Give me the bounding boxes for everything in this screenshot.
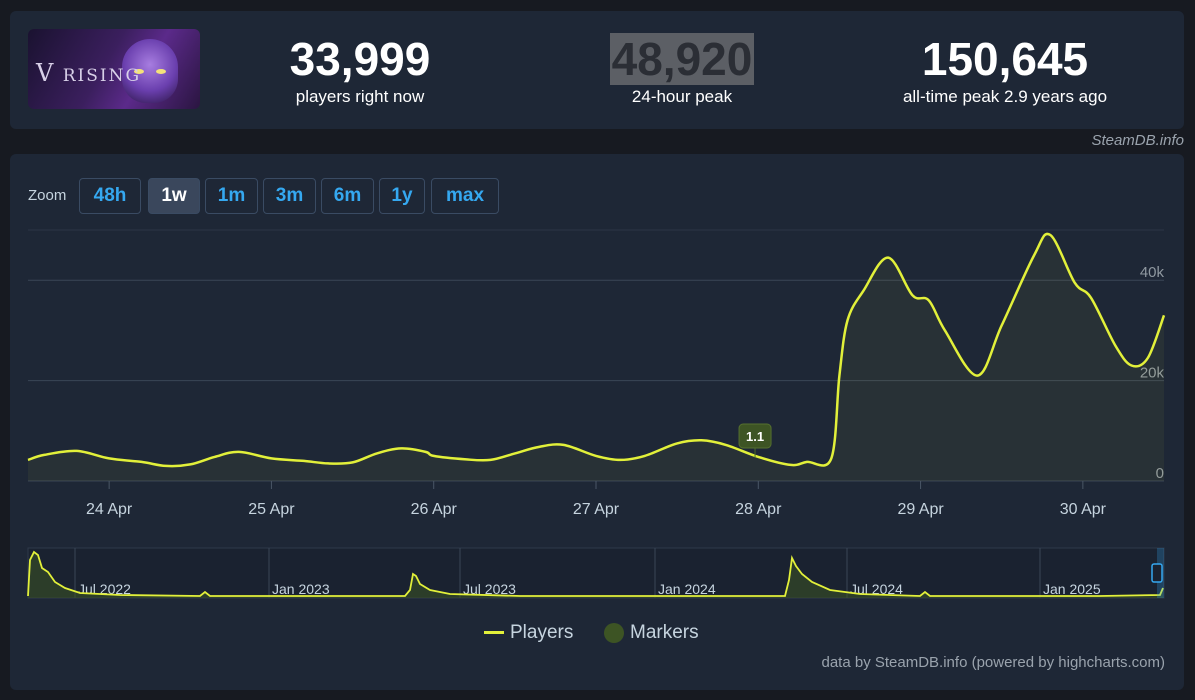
stat-24h-peak: 48,920 24-hour peak	[582, 33, 782, 109]
legend-markers-label: Markers	[630, 622, 699, 643]
navigator-tick-label: Jan 2025	[1043, 581, 1101, 597]
navigator-handle[interactable]	[1151, 563, 1163, 583]
legend-item-markers[interactable]: Markers	[604, 622, 699, 644]
current-players-value: 33,999	[289, 33, 431, 85]
game-logo[interactable]: V RISING	[28, 29, 200, 109]
players-area	[28, 233, 1164, 481]
legend-dot-swatch	[604, 622, 624, 643]
x-tick-label: 24 Apr	[86, 501, 133, 518]
zoom-3m-button[interactable]: 3m	[263, 178, 316, 214]
y-tick-label: 40k	[1140, 264, 1165, 281]
x-tick-label: 27 Apr	[573, 501, 620, 518]
players-line	[27, 232, 1166, 468]
logo-eye-right	[156, 69, 166, 74]
legend-players-label: Players	[510, 622, 574, 643]
alltime-peak-label: all-time peak 2.9 years ago	[902, 87, 1108, 106]
chart-credits[interactable]: data by SteamDB.info (powered by highcha…	[821, 654, 1166, 671]
legend-item-players[interactable]: Players	[484, 622, 573, 644]
marker-label: 1.1	[746, 429, 764, 444]
navigator-tick-label: Jul 2024	[850, 581, 903, 597]
x-tick-label: 28 Apr	[735, 501, 782, 518]
navigator-background	[27, 547, 1165, 599]
peak24-label: 24-hour peak	[631, 87, 733, 106]
zoom-1w-button[interactable]: 1w	[148, 178, 200, 214]
x-tick-label: 26 Apr	[411, 501, 458, 518]
navigator-line	[27, 550, 1164, 597]
zoom-max-button[interactable]: max	[431, 178, 499, 214]
x-tick-label: 30 Apr	[1060, 501, 1107, 518]
zoom-label: Zoom	[28, 187, 67, 204]
navigator-tick-label: Jul 2023	[463, 581, 516, 597]
alltime-peak-value: 150,645	[921, 33, 1089, 85]
zoom-48h-button[interactable]: 48h	[79, 178, 141, 214]
current-players-label: players right now	[295, 87, 425, 106]
stat-current-players: 33,999 players right now	[260, 33, 460, 109]
legend-line-swatch	[484, 631, 504, 635]
y-tick-label: 20k	[1140, 365, 1165, 382]
logo-letter: V	[36, 59, 56, 87]
peak24-value: 48,920	[609, 33, 755, 85]
logo-eye-left	[134, 69, 144, 74]
stat-alltime-peak: 150,645 all-time peak 2.9 years ago	[870, 33, 1140, 109]
chart-panel	[10, 154, 1184, 690]
y-tick-label: 0	[1156, 465, 1164, 482]
logo-text: V RISING	[36, 59, 141, 87]
zoom-6m-button[interactable]: 6m	[321, 178, 374, 214]
logo-word: RISING	[62, 66, 142, 86]
zoom-1m-button[interactable]: 1m	[205, 178, 258, 214]
logo-character-art	[122, 39, 178, 103]
marker-box	[738, 423, 772, 449]
stats-panel: V RISING 33,999 players right now 48,920…	[10, 11, 1184, 129]
x-tick-label: 29 Apr	[897, 501, 944, 518]
zoom-1y-button[interactable]: 1y	[379, 178, 425, 214]
x-tick-label: 25 Apr	[248, 501, 295, 518]
steamdb-watermark[interactable]: SteamDB.info	[1091, 132, 1184, 149]
navigator-tick-label: Jan 2023	[272, 581, 330, 597]
navigator-tick-label: Jan 2024	[658, 581, 716, 597]
